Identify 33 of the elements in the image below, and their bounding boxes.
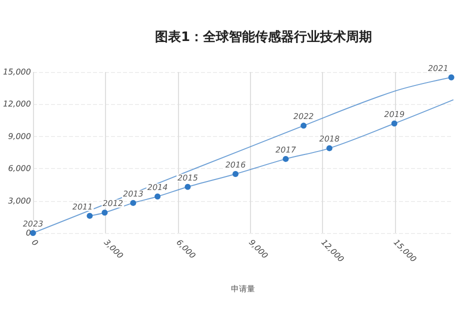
point — [326, 145, 332, 152]
annotation: 2017 — [276, 145, 297, 154]
chart-title: 图表1：全球智能传感器行业技术周期 — [155, 29, 372, 45]
annotation: 2016 — [225, 160, 246, 170]
annotation: 2019 — [384, 110, 405, 120]
x-tick-label: 0 — [30, 238, 40, 248]
point — [30, 230, 36, 236]
point — [154, 194, 161, 200]
point — [391, 120, 398, 127]
annotation: 2023 — [22, 220, 44, 228]
point — [184, 184, 191, 190]
annotation: 2015 — [178, 173, 198, 182]
y-tick-label: 6,000 — [8, 164, 31, 174]
point — [102, 210, 108, 216]
y-tick-label: 12,000 — [2, 100, 31, 109]
annotation: 2013 — [122, 189, 144, 198]
annotation: 2014 — [147, 183, 168, 192]
annotation: 2011 — [72, 202, 93, 212]
y-tick-label: 3,000 — [8, 196, 31, 206]
point — [448, 74, 454, 80]
point — [130, 200, 136, 206]
y-tick-label: 15,000 — [2, 68, 31, 76]
x-axis-title: 申请量 — [230, 284, 255, 294]
annotation: 2018 — [319, 134, 340, 144]
point — [232, 170, 239, 177]
annotation: 2012 — [102, 199, 124, 208]
y-tick-label: 9,000 — [8, 132, 31, 141]
point — [282, 156, 289, 162]
annotation: 2022 — [293, 112, 314, 122]
point — [300, 122, 307, 129]
point — [86, 212, 93, 219]
y-tick-label: 0 — [26, 228, 31, 238]
annotation: 2021 — [428, 64, 448, 73]
